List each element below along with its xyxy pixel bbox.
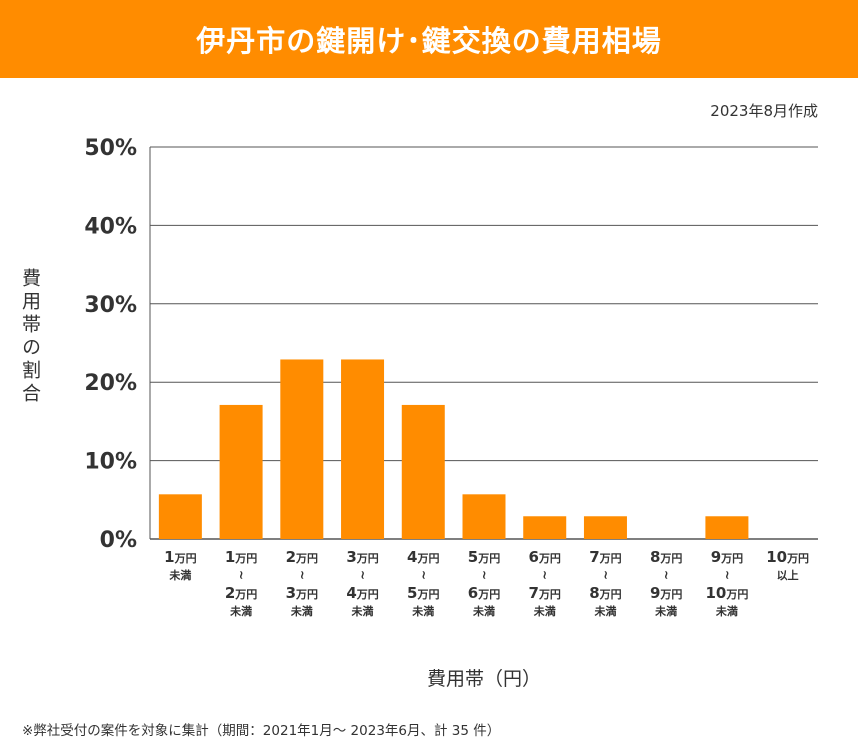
y-tick-label: 0%: [100, 528, 137, 553]
x-tick-label: ~: [720, 570, 734, 580]
x-tick-label: 未満: [533, 604, 556, 618]
x-tick-label: 5万円: [468, 548, 500, 566]
x-tick-label: ~: [598, 570, 612, 580]
y-tick-label: 10%: [84, 450, 137, 475]
x-tick-label: 5万円: [407, 584, 439, 602]
x-tick-label: ~: [659, 570, 673, 580]
x-tick-label: 7万円: [589, 548, 621, 566]
x-tick-label: 以上: [777, 568, 799, 582]
x-tick-label: 3万円: [346, 548, 378, 566]
x-tick-label: 4万円: [346, 584, 378, 602]
x-axis-label: 費用帯（円）: [426, 668, 541, 690]
x-tick-label: 1万円: [164, 548, 196, 566]
bar: [280, 359, 324, 539]
x-tick-label: 9万円: [711, 548, 743, 566]
x-tick-label: ~: [416, 570, 430, 580]
header-banner: 伊丹市の鍵開け･鍵交換の費用相場: [0, 0, 858, 78]
x-tick-label: 未満: [351, 604, 374, 618]
bar: [401, 404, 445, 539]
x-tick-label: ~: [538, 570, 552, 580]
y-tick-label: 20%: [84, 371, 137, 396]
x-tick-label: 4万円: [407, 548, 439, 566]
x-tick-label: 10万円: [705, 584, 748, 602]
x-tick-label: ~: [295, 570, 309, 580]
x-tick-label: ~: [477, 570, 491, 580]
y-tick-label: 50%: [84, 136, 137, 161]
bar: [462, 494, 506, 539]
x-tick-label: 8万円: [589, 584, 621, 602]
x-tick-label: 未満: [472, 604, 495, 618]
bar: [158, 494, 202, 539]
bar: [583, 516, 627, 539]
x-tick-label: 2万円: [286, 548, 318, 566]
x-tick-label: 未満: [168, 568, 191, 582]
y-tick-label: 30%: [84, 293, 137, 318]
y-axis-label: 費用帯の割合: [19, 268, 41, 406]
x-tick-label: ~: [356, 570, 370, 580]
page-title: 伊丹市の鍵開け･鍵交換の費用相場: [196, 24, 662, 58]
x-tick-label: 未満: [593, 604, 616, 618]
x-tick-label: 6万円: [529, 548, 561, 566]
x-tick-label: 未満: [654, 604, 677, 618]
footnote: ※弊社受付の案件を対象に集計（期間：2021年1月～ 2023年6月、計 35 …: [22, 723, 501, 739]
x-tick-label: 7万円: [529, 584, 561, 602]
bar: [705, 516, 749, 539]
x-tick-label: 10万円: [766, 548, 809, 566]
y-tick-label: 40%: [84, 214, 137, 239]
x-tick-label: 6万円: [468, 584, 500, 602]
bar: [523, 516, 567, 539]
x-tick-label: 未満: [290, 604, 313, 618]
x-tick-label: 3万円: [286, 584, 318, 602]
x-tick-label: 未満: [411, 604, 434, 618]
x-tick-label: 未満: [229, 604, 252, 618]
x-tick-label: 1万円: [225, 548, 257, 566]
x-tick-label: 8万円: [650, 548, 682, 566]
x-tick-label: 9万円: [650, 584, 682, 602]
x-tick-label: 未満: [715, 604, 738, 618]
bar: [219, 404, 263, 539]
bar: [341, 359, 385, 539]
created-date: 2023年8月作成: [710, 102, 818, 120]
x-tick-label: 2万円: [225, 584, 257, 602]
x-tick-label: ~: [234, 570, 248, 580]
